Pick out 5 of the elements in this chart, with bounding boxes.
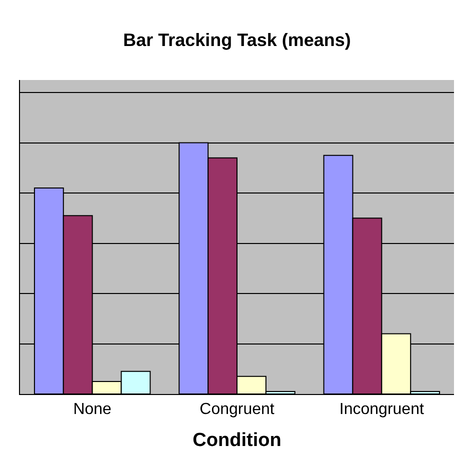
x-tick-label: Incongruent: [339, 401, 424, 418]
x-tick-label: None: [73, 401, 112, 418]
x-tick-label: Congruent: [200, 401, 275, 418]
x-axis-title: Condition: [192, 430, 282, 451]
chart-title: Bar Tracking Task (means): [123, 30, 351, 50]
